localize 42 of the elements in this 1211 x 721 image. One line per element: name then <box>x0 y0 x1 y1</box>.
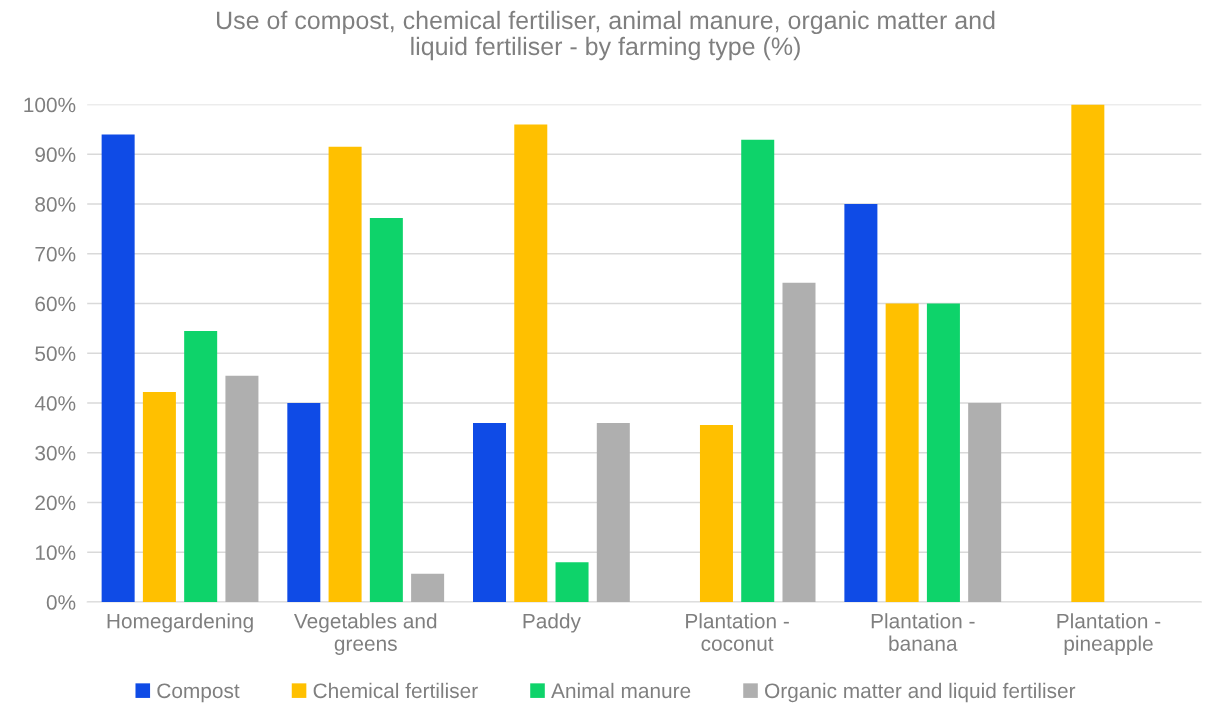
bar <box>968 403 1002 603</box>
y-tick-label: 40% <box>34 396 76 411</box>
bar <box>225 375 259 603</box>
bar <box>328 146 362 603</box>
bar <box>555 562 589 603</box>
bar <box>741 139 775 603</box>
x-tick-label: Plantation - coconut <box>686 613 789 651</box>
y-tick-label: 10% <box>35 545 76 561</box>
x-tick-label: Paddy <box>523 613 581 633</box>
x-tick-label: Plantation - pineapple <box>1057 613 1161 656</box>
legend-label: Compost <box>157 683 240 703</box>
bar <box>1071 104 1105 603</box>
y-tick-label: 30% <box>35 445 76 461</box>
bar <box>369 217 403 603</box>
chart-title: Use of compost, chemical fertiliser, animal manure, organic matter and liquid fertiliser - by farming type (%) <box>217 10 995 61</box>
y-tick-label: 100% <box>24 97 76 113</box>
x-tick-label: Vegetables and greens <box>293 613 437 656</box>
y-tick-label: 60% <box>35 296 76 312</box>
bar <box>699 424 733 603</box>
y-tick-label: 0% <box>46 595 76 610</box>
bar <box>514 124 548 603</box>
legend-label: Chemical fertiliser <box>313 682 478 699</box>
y-tick-label: 70% <box>35 246 76 262</box>
bar <box>885 303 919 603</box>
legend-label: Animal manure <box>551 682 691 699</box>
bar <box>411 573 445 603</box>
bar <box>184 330 218 603</box>
y-tick-label: 80% <box>35 197 76 212</box>
legend-label: Organic matter and liquid fertiliser <box>765 682 1076 703</box>
y-tick-label: 50% <box>35 346 76 362</box>
bar <box>782 282 816 603</box>
bar <box>473 422 507 603</box>
bar <box>101 134 135 603</box>
bar <box>926 303 960 603</box>
y-tick-label: 90% <box>35 147 76 163</box>
x-tick-label: Homegardening <box>107 613 253 633</box>
y-tick-label: 20% <box>35 495 76 511</box>
bar <box>142 392 176 603</box>
bar <box>844 204 878 603</box>
x-tick-label: Plantation - banana <box>871 613 975 651</box>
bar <box>287 403 321 603</box>
bar <box>596 422 630 603</box>
